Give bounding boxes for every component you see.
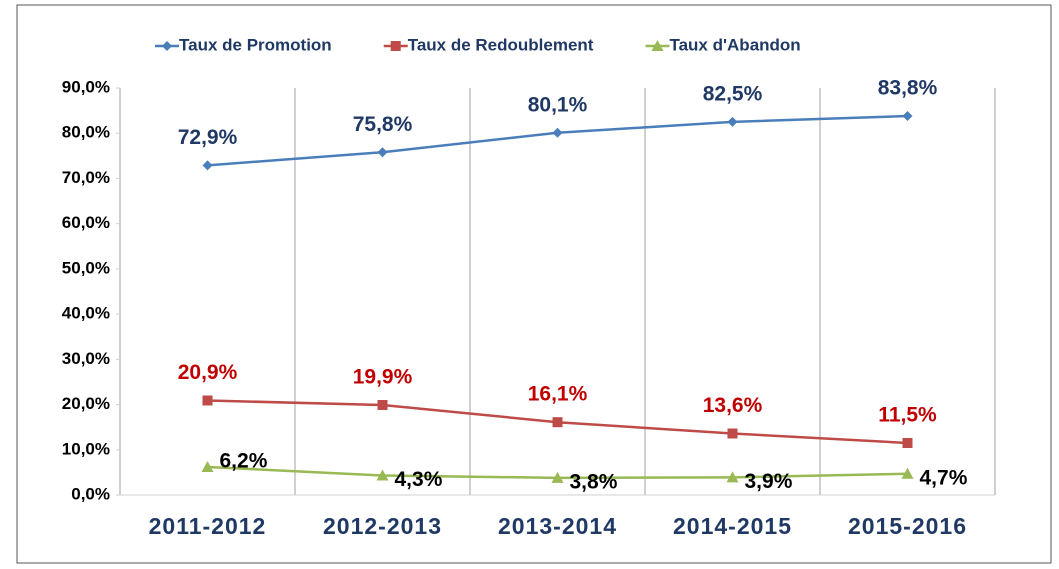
marker (552, 127, 563, 138)
marker (376, 469, 389, 481)
y-tick-label: 50,0% (62, 258, 110, 277)
marker (162, 41, 172, 51)
marker (551, 471, 564, 483)
chart-frame (16, 4, 1052, 564)
marker (901, 467, 914, 479)
value-label: 82,5% (703, 82, 763, 105)
legend-label: Taux de Redoublement (408, 35, 594, 54)
value-label: 6,2% (220, 450, 268, 473)
value-label: 4,3% (395, 468, 443, 491)
marker (202, 395, 213, 406)
marker (727, 116, 738, 127)
y-tick-label: 0,0% (71, 484, 110, 503)
marker (201, 460, 214, 472)
x-tick-label: 2013-2014 (498, 513, 617, 539)
value-label: 3,9% (745, 470, 793, 493)
y-tick-label: 40,0% (62, 304, 110, 323)
value-label: 4,7% (920, 466, 968, 489)
y-tick-label: 80,0% (62, 123, 110, 142)
y-tick-label: 10,0% (62, 439, 110, 458)
x-tick-label: 2012-2013 (323, 513, 442, 539)
value-label: 80,1% (528, 93, 588, 116)
value-label: 20,9% (178, 361, 238, 384)
value-label: 19,9% (353, 366, 413, 389)
marker (377, 147, 388, 158)
y-tick-label: 70,0% (62, 168, 110, 187)
y-tick-label: 20,0% (62, 394, 110, 413)
legend-label: Taux de Promotion (179, 35, 332, 54)
legend-label: Taux d'Abandon (669, 35, 800, 54)
value-label: 3,8% (570, 470, 618, 493)
y-tick-label: 90,0% (62, 77, 110, 96)
value-label: 72,9% (178, 126, 238, 149)
x-tick-label: 2011-2012 (149, 513, 267, 539)
marker (726, 471, 739, 483)
value-label: 16,1% (528, 383, 588, 406)
x-tick-label: 2015-2016 (848, 513, 967, 539)
x-tick-label: 2014-2015 (673, 513, 792, 539)
y-tick-label: 30,0% (62, 349, 110, 368)
marker (727, 428, 738, 439)
marker (902, 111, 913, 122)
value-label: 11,5% (878, 404, 937, 427)
marker (552, 417, 563, 428)
marker (202, 160, 213, 171)
y-tick-label: 60,0% (62, 213, 110, 232)
value-label: 75,8% (353, 113, 413, 136)
marker (651, 40, 664, 51)
value-label: 13,6% (703, 394, 763, 417)
marker (902, 437, 913, 448)
marker (377, 400, 388, 411)
value-label: 83,8% (878, 77, 938, 100)
marker (390, 41, 401, 51)
